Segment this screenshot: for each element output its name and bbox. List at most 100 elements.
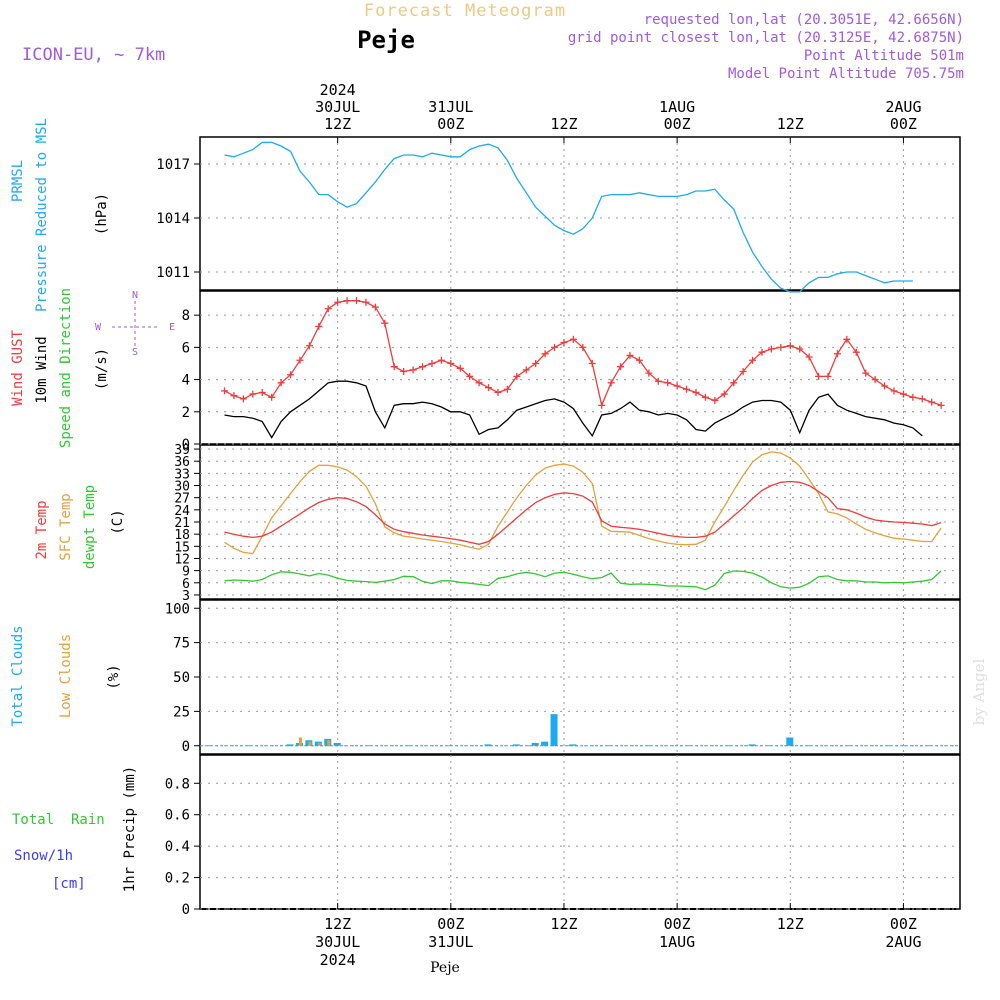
time-label-bottom: 31JUL xyxy=(428,933,473,951)
gust-marker xyxy=(928,398,936,406)
gust-marker xyxy=(598,401,606,409)
location-title: Peje xyxy=(357,26,415,54)
temperature-ytick-label: 39 xyxy=(174,443,190,458)
data-layer xyxy=(200,141,960,747)
t2m-line xyxy=(224,480,942,545)
time-label-top: 30JUL xyxy=(315,98,360,116)
sfc-label: SFC Temp xyxy=(58,493,74,560)
gust-marker xyxy=(541,350,549,358)
gust-marker xyxy=(711,397,719,405)
pressure-ytick-label: 1014 xyxy=(156,211,190,227)
wind-ytick-label: 6 xyxy=(182,340,190,356)
gust-marker xyxy=(890,387,898,395)
gust-marker xyxy=(730,379,738,387)
compass-s: S xyxy=(132,347,138,358)
gust-marker xyxy=(645,369,653,377)
precip-ytick-label: 0.6 xyxy=(165,808,190,824)
gust-marker xyxy=(485,384,493,392)
wind10m-line xyxy=(224,380,923,439)
precip-ytick-label: 0 xyxy=(182,902,190,918)
gust-marker xyxy=(815,372,823,380)
temperature-ytick-label: 24 xyxy=(174,504,190,519)
total-cloud-bar xyxy=(786,737,794,746)
precip-ylabel: 1hr Precip (mm) xyxy=(122,766,138,892)
temperature-ytick-label: 15 xyxy=(174,540,190,555)
time-label-top: 1AUG xyxy=(659,98,695,116)
meteogram-title: Forecast Meteogram xyxy=(364,1,566,21)
temperature-axis-label: 2m Temp SFC Temp dewpt Temp (C) xyxy=(34,485,126,569)
temperature-ytick-label: 33 xyxy=(174,467,190,482)
dewpt-line xyxy=(224,570,942,591)
gust-marker xyxy=(371,303,379,311)
pressure-label-line1: PRMSL xyxy=(10,160,26,202)
pressure-ytick-label: 1011 xyxy=(156,265,190,281)
compass-w: W xyxy=(95,322,102,333)
temperature-ytick-label: 21 xyxy=(174,516,190,531)
gust-marker xyxy=(221,387,229,395)
time-label-bottom: 12Z xyxy=(777,915,804,933)
gust-marker xyxy=(833,350,841,358)
time-label-top: 00Z xyxy=(890,115,917,133)
gust-marker xyxy=(353,297,361,305)
gust-marker xyxy=(881,382,889,390)
gust-marker xyxy=(447,359,455,367)
precip-ytick-label: 0.8 xyxy=(165,776,190,792)
total-cloud-bar xyxy=(550,714,558,746)
total-cloud-bar xyxy=(512,744,520,746)
gust-marker xyxy=(466,372,474,380)
gust-marker xyxy=(296,356,304,364)
gust-marker xyxy=(871,376,879,384)
gust-marker xyxy=(287,371,295,379)
gust-line xyxy=(224,300,942,408)
time-label-top: 12Z xyxy=(324,115,351,133)
clouds-ytick-label: 50 xyxy=(173,670,190,686)
precip-legend-snow: Snow/1h xyxy=(14,848,73,864)
low-cloud-bar xyxy=(327,740,331,746)
gust-marker xyxy=(532,359,540,367)
gust-marker xyxy=(720,390,728,398)
gust-marker xyxy=(758,348,766,356)
gust-marker xyxy=(268,393,276,401)
gust-marker xyxy=(305,342,313,350)
pressure-unit: (hPa) xyxy=(94,193,110,235)
low-cloud-bar xyxy=(308,741,312,746)
pressure-axis-label: PRMSL Pressure Reduced to MSL (hPa) xyxy=(10,118,110,312)
clouds-ytick-label: 100 xyxy=(165,601,190,617)
gust-marker xyxy=(513,372,521,380)
gust-marker xyxy=(683,385,691,393)
gust-marker xyxy=(937,401,945,409)
gust-marker xyxy=(249,390,257,398)
gust-marker xyxy=(739,368,747,376)
gust-marker xyxy=(494,388,502,396)
low-cloud-bar xyxy=(298,737,302,746)
t2m-label: 2m Temp xyxy=(34,500,50,559)
gust-marker xyxy=(239,395,247,403)
time-label-bottom: 12Z xyxy=(550,915,577,933)
clouds-ytick-label: 25 xyxy=(173,704,190,720)
total-cloud-bar xyxy=(541,741,549,746)
gust-marker xyxy=(324,305,332,313)
total-cloud-bar xyxy=(531,743,539,746)
time-label-bottom: 2AUG xyxy=(885,933,921,951)
gust-marker xyxy=(796,345,804,353)
dewpt-label: dewpt Temp xyxy=(82,485,98,569)
pressure-line xyxy=(224,141,913,293)
grid-layer xyxy=(200,137,960,910)
gust-marker xyxy=(560,339,568,347)
precip-ytick-label: 0.2 xyxy=(165,871,190,887)
wind-ytick-label: 8 xyxy=(182,308,190,324)
total-cloud-bar xyxy=(484,744,492,746)
time-label-top: 12Z xyxy=(777,115,804,133)
gust-marker xyxy=(230,392,238,400)
gust-marker xyxy=(852,348,860,356)
wind10m-label: 10m Wind xyxy=(34,336,50,403)
gust-marker xyxy=(777,343,785,351)
gust-marker xyxy=(409,366,417,374)
gust-marker xyxy=(390,363,398,371)
gust-marker xyxy=(315,322,323,330)
gust-marker xyxy=(475,379,483,387)
pressure-ytick-label: 1017 xyxy=(156,157,190,173)
time-label-bottom: 30JUL xyxy=(315,933,360,951)
gust-marker xyxy=(503,385,511,393)
